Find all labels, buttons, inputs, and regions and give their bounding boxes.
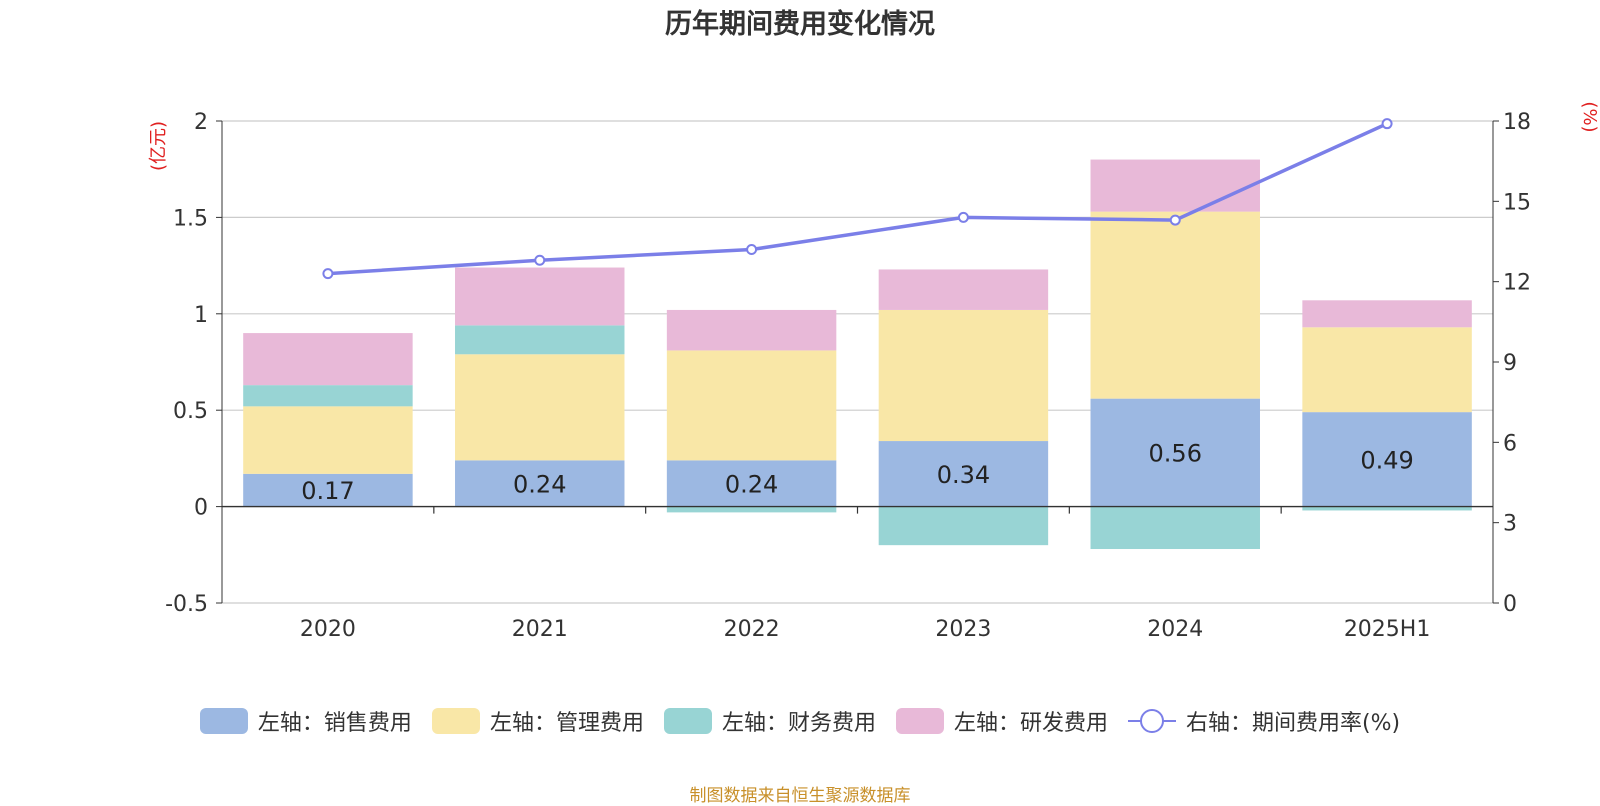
rate-point xyxy=(957,211,969,223)
y-tick-label: -0.5 xyxy=(165,592,208,617)
legend-item-sales[interactable]: 左轴：销售费用 xyxy=(199,705,412,737)
legend-swatch xyxy=(895,708,944,734)
chart-title: 历年期间费用变化情况 xyxy=(665,9,935,40)
y2-tick-label: 15 xyxy=(1503,190,1531,215)
x-tick-label: 2025H1 xyxy=(1344,617,1431,642)
bar-sales xyxy=(243,473,413,507)
y2-axis-label: (%) xyxy=(1579,101,1600,132)
y2-tick-label: 12 xyxy=(1503,271,1531,296)
bar-rnd xyxy=(455,267,625,326)
bar-sales xyxy=(666,460,837,507)
bar-sales xyxy=(1090,398,1260,507)
y2-tick-label: 0 xyxy=(1503,592,1517,617)
legend-item-rate[interactable]: 右轴：期间费用率(%) xyxy=(1127,705,1401,737)
data-label: 0.49 xyxy=(1360,446,1413,474)
x-tick-label: 2024 xyxy=(1147,617,1203,642)
y-tick-label: 0 xyxy=(194,496,208,521)
legend-swatch xyxy=(199,708,248,734)
bar-rnd xyxy=(878,269,1049,310)
bar-rnd xyxy=(1302,300,1472,328)
bar-rnd xyxy=(1090,159,1260,212)
chart-plot: 2 1.5 1 0.5 0 -0.5 18 15 12 9 6 3 0 (亿元) (%) 0.17 2020 0.… xyxy=(148,101,1600,642)
legend-line-marker xyxy=(1127,708,1176,734)
bar-admin xyxy=(666,350,837,461)
bar-finance xyxy=(878,506,1049,546)
bar-admin xyxy=(1090,211,1260,399)
legend-swatch xyxy=(431,708,480,734)
y2-tick-label: 6 xyxy=(1503,431,1517,456)
rate-point xyxy=(1169,214,1181,226)
legend-label: 左轴：研发费用 xyxy=(953,711,1108,736)
y2-tick-label: 9 xyxy=(1503,351,1517,376)
data-label: 0.24 xyxy=(513,470,566,498)
y-tick-label: 0.5 xyxy=(173,399,208,424)
legend-item-finance[interactable]: 左轴：财务费用 xyxy=(663,705,876,737)
legend-item-rnd[interactable]: 左轴：研发费用 xyxy=(895,705,1108,737)
data-label: 0.56 xyxy=(1149,440,1202,468)
y-tick-label: 1.5 xyxy=(173,206,208,231)
y-axis-label: (亿元) xyxy=(148,121,169,171)
bar-finance xyxy=(243,385,413,407)
rate-point xyxy=(746,244,758,256)
x-tick-label: 2022 xyxy=(724,617,780,642)
legend-label: 左轴：管理费用 xyxy=(489,711,644,736)
bar-finance xyxy=(455,325,625,355)
y-tick-label: 2 xyxy=(194,110,208,135)
rate-point xyxy=(322,268,334,280)
x-tick-label: 2023 xyxy=(935,617,991,642)
data-label: 0.17 xyxy=(301,477,354,505)
bar-finance xyxy=(1302,506,1472,511)
y2-tick-label: 3 xyxy=(1503,512,1517,537)
x-tick-label: 2020 xyxy=(300,617,356,642)
rate-point xyxy=(534,254,546,266)
bar-admin xyxy=(878,309,1049,442)
bar-admin xyxy=(1302,327,1472,413)
y-tick-label: 1 xyxy=(194,303,208,328)
bar-finance xyxy=(666,506,837,513)
bar-admin xyxy=(243,406,413,474)
bar-finance xyxy=(1090,506,1260,550)
bar-rnd xyxy=(666,309,837,351)
source-note: 制图数据来自恒生聚源数据库 xyxy=(689,786,911,806)
legend-item-admin[interactable]: 左轴：管理费用 xyxy=(431,705,644,737)
legend: 左轴：销售费用 左轴：管理费用 左轴：财务费用 左轴：研发费用 右轴：期间费用率(%) xyxy=(0,705,1600,737)
x-tick-label: 2021 xyxy=(512,617,568,642)
bar-admin xyxy=(455,354,625,461)
legend-label: 左轴：销售费用 xyxy=(257,711,412,736)
bar-sales xyxy=(1302,412,1472,507)
y2-tick-label: 18 xyxy=(1503,110,1531,135)
rate-point xyxy=(1381,118,1393,130)
legend-swatch xyxy=(663,708,712,734)
bar-sales xyxy=(455,460,625,507)
bar-sales xyxy=(878,441,1049,507)
legend-label: 右轴：期间费用率(%) xyxy=(1185,711,1401,736)
bar-rnd xyxy=(243,333,413,386)
data-label: 0.24 xyxy=(725,470,778,498)
rate-line xyxy=(327,122,1388,276)
legend-label: 左轴：财务费用 xyxy=(721,711,876,736)
data-label: 0.34 xyxy=(937,461,990,489)
